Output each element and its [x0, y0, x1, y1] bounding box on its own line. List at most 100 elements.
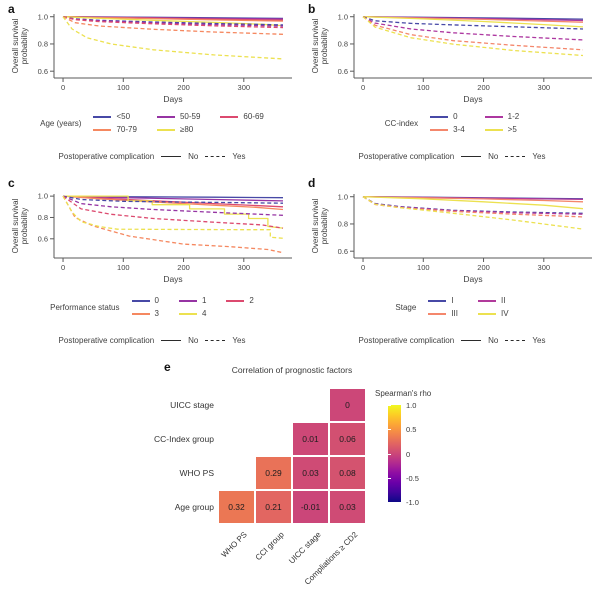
- legend-title: Performance status: [50, 302, 120, 312]
- legend-item-label: 50-59: [179, 112, 201, 121]
- legend-swatch: [131, 299, 150, 302]
- legend-item-label: 0: [154, 296, 159, 305]
- y-tick-label: 0.8: [338, 40, 348, 49]
- y-axis-title: probability: [20, 208, 29, 244]
- legend-title: Age (years): [40, 118, 82, 128]
- legend-items: <50 50-59 60-69 70-79 ≥80: [93, 112, 264, 134]
- legend-item: 3-4: [430, 125, 465, 134]
- y-tick-label: 1.0: [38, 192, 48, 201]
- y-tick-label: 0.8: [338, 220, 348, 229]
- complication-legend-label: Postoperative complication: [358, 336, 455, 345]
- heatmap-col-label: UICC stage: [286, 530, 323, 566]
- legend-ccindex: CC-index 0 1-2 3-4 >5: [306, 112, 598, 134]
- y-tick-label: 0.6: [38, 67, 48, 76]
- survival-curve-4-dashed: [62, 195, 284, 239]
- complication-legend: Postoperative complication No Yes: [306, 336, 598, 345]
- panel-survival-stage: d 1.0 0.8 0.6 0 100 200 300 Days Overall surviva…: [306, 176, 598, 356]
- legend-item-label: 1: [201, 296, 207, 305]
- y-tick-label: 0.6: [38, 234, 48, 243]
- y-axis-title: probability: [20, 28, 29, 64]
- heatmap-cell: 0.03: [292, 456, 329, 490]
- survival-curve-2-dashed: [62, 195, 284, 229]
- heatmap-cell: 0.03: [329, 490, 366, 524]
- legend-item: ≥80: [156, 125, 200, 134]
- legend-item: 1: [178, 296, 207, 305]
- legend-item: <50: [93, 112, 136, 121]
- legend-item: 2: [226, 296, 254, 305]
- heatmap-col-label: WHO PS: [219, 530, 249, 560]
- legend-swatch: [428, 312, 447, 315]
- legend-swatch: [93, 128, 112, 131]
- dashed-label: Yes: [232, 336, 246, 345]
- survival-plot-performance: 1.0 0.8 0.6 0 100 200 300 Days Overall survival p…: [11, 192, 292, 284]
- y-axis-title: Overall survival: [311, 18, 320, 73]
- x-tick-label: 100: [117, 83, 130, 92]
- legend-item: 50-59: [156, 112, 201, 121]
- legend-item-label: ≥80: [179, 125, 194, 134]
- x-tick-label: 100: [417, 83, 430, 92]
- panel-label-b: b: [308, 2, 316, 16]
- dashed-line-swatch: [505, 156, 526, 157]
- x-tick-label: 100: [117, 263, 130, 272]
- x-axis-title: Days: [163, 274, 182, 284]
- survival-curve-1-solid: [62, 195, 284, 202]
- x-tick-label: 200: [177, 263, 190, 272]
- legend-item-label: 2: [249, 296, 254, 305]
- legend-performance: Performance status 0 1 2 3 4: [6, 296, 298, 318]
- survival-curve-4-solid: [63, 195, 284, 229]
- heatmap-cell: 0.32: [218, 490, 255, 524]
- legend-swatch: [131, 312, 150, 315]
- y-axis-title: Overall survival: [11, 18, 20, 73]
- legend-items: I II III IV: [428, 296, 509, 318]
- complication-legend: Postoperative complication No Yes: [306, 152, 598, 161]
- survival-curve-3-4-dashed: [362, 16, 584, 51]
- survival-curve->5-dashed: [362, 16, 584, 57]
- legend-swatch: [178, 299, 197, 302]
- legend-item-label: 60-69: [243, 112, 264, 121]
- legend-item-label: 1-2: [507, 112, 520, 121]
- legend-item: 60-69: [220, 112, 264, 121]
- legend-swatch: [478, 299, 496, 302]
- legend-items: 0 1 2 3 4: [131, 296, 254, 318]
- x-tick-label: 0: [361, 83, 365, 92]
- x-axis-title: Days: [463, 274, 482, 284]
- legend-item: 0: [131, 296, 159, 305]
- complication-legend-label: Postoperative complication: [58, 152, 155, 161]
- x-tick-label: 0: [61, 263, 65, 272]
- legend-item: 3: [131, 309, 159, 318]
- legend-item-label: 3-4: [453, 125, 465, 134]
- complication-legend: Postoperative complication No Yes: [6, 336, 298, 345]
- survival-curve-≥80-dashed: [62, 16, 284, 60]
- x-tick-label: 300: [538, 83, 551, 92]
- dashed-label: Yes: [532, 152, 546, 161]
- survival-curve-3-solid: [62, 195, 284, 211]
- colorbar-tick-mark: [388, 502, 391, 503]
- y-axis-title: Overall survival: [11, 198, 20, 253]
- panel-survival-performance: c 1.0 0.8 0.6 0 100 200 300 Days Overall surviva…: [6, 176, 298, 356]
- legend-item-label: 3: [154, 309, 159, 318]
- survival-plot-ccindex: 1.0 0.8 0.6 0 100 200 300 Days Overall survival p…: [311, 12, 592, 104]
- colorbar: [388, 405, 401, 502]
- y-axis-title: probability: [320, 28, 329, 64]
- dashed-line-swatch: [505, 340, 526, 341]
- complication-legend-label: Postoperative complication: [58, 336, 155, 345]
- legend-item: 4: [178, 309, 206, 318]
- panel-correlation-heatmap: e Correlation of prognostic factors UICC…: [138, 358, 478, 594]
- legend-item: >5: [484, 125, 520, 134]
- y-tick-label: 0.6: [338, 247, 348, 256]
- solid-line-swatch: [161, 340, 182, 341]
- y-tick-label: 1.0: [338, 12, 348, 21]
- panel-label-c: c: [8, 176, 15, 190]
- legend-swatch: [430, 128, 449, 131]
- y-tick-label: 0.8: [38, 213, 48, 222]
- x-axis-title: Days: [163, 94, 182, 104]
- x-tick-label: 200: [477, 83, 490, 92]
- x-tick-label: 200: [477, 263, 490, 272]
- y-tick-label: 1.0: [38, 12, 48, 21]
- legend-age: Age (years) <50 50-59 60-69 70-79 ≥80: [6, 112, 298, 134]
- y-tick-label: 0.8: [38, 40, 48, 49]
- legend-item: 1-2: [484, 112, 520, 121]
- heatmap-cell: 0: [329, 388, 366, 422]
- x-tick-label: 300: [238, 83, 251, 92]
